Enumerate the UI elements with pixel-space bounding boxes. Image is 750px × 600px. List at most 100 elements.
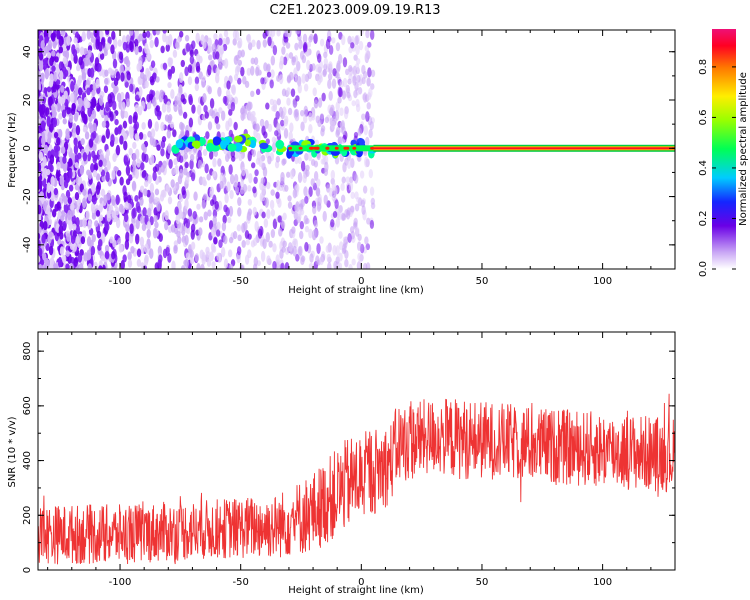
noise-cell [193, 191, 198, 201]
noise-cell [64, 98, 69, 108]
noise-cell [260, 250, 266, 262]
noise-cell [117, 39, 122, 47]
noise-cell [38, 151, 44, 161]
noise-cell [122, 120, 128, 129]
noise-cell [160, 121, 165, 132]
noise-cell [317, 97, 323, 108]
noise-cell [87, 220, 92, 231]
noise-cell [300, 160, 306, 172]
noise-cell [159, 193, 165, 202]
noise-cell [135, 233, 140, 245]
noise-cell [95, 209, 101, 217]
noise-cell [347, 35, 352, 45]
noise-cell [123, 110, 129, 119]
noise-cell [101, 120, 107, 128]
noise-cell [319, 113, 325, 120]
noise-cell [216, 252, 221, 261]
spectrogram-xlabel: Height of straight line (km) [288, 285, 424, 296]
noise-cell [304, 152, 309, 161]
noise-cell [184, 161, 189, 169]
noise-cell [46, 52, 52, 59]
noise-cell [294, 42, 299, 51]
noise-cell [237, 59, 243, 66]
noise-cell [104, 251, 109, 259]
noise-cell [74, 192, 80, 201]
snr-ytick-label: 400 [22, 451, 33, 470]
noise-cell [63, 202, 69, 213]
noise-cell [173, 103, 178, 113]
noise-cell [76, 198, 82, 207]
noise-cell [93, 30, 98, 38]
noise-cell [150, 128, 156, 138]
noise-cell [56, 161, 61, 171]
noise-cell [233, 121, 238, 131]
noise-cell [327, 79, 332, 90]
line-peak [298, 146, 303, 150]
noise-cell [207, 86, 212, 95]
noise-cell [331, 195, 337, 202]
noise-cell [238, 153, 243, 162]
noise-cell [128, 125, 134, 136]
noise-cell [245, 34, 251, 42]
noise-cell [362, 185, 368, 194]
noise-cell [176, 92, 181, 101]
noise-cell [329, 106, 334, 117]
noise-cell [147, 174, 152, 184]
noise-cell [97, 239, 103, 247]
noise-cell [63, 90, 68, 99]
noise-cell [349, 226, 355, 234]
noise-cell [123, 140, 128, 151]
noise-cell [274, 130, 279, 137]
noise-cell [100, 188, 106, 197]
noise-cell [68, 113, 74, 123]
noise-cell [53, 263, 59, 269]
noise-cell [152, 171, 157, 182]
noise-cell [75, 125, 81, 136]
noise-cell [60, 30, 66, 36]
noise-cell [239, 265, 244, 269]
noise-cell [66, 233, 71, 242]
noise-cell [328, 61, 333, 69]
noise-cell [207, 121, 213, 131]
noise-cell [344, 258, 349, 268]
noise-cell [156, 144, 161, 151]
noise-cell [317, 53, 322, 63]
noise-cell [368, 128, 373, 139]
noise-cell [197, 159, 203, 169]
noise-cell [285, 42, 291, 49]
noise-cell [230, 101, 236, 112]
noise-cell [47, 39, 53, 51]
noise-cell [291, 226, 296, 234]
line-peak [325, 146, 330, 150]
noise-cell [191, 104, 196, 114]
noise-cell [164, 210, 169, 221]
noise-cell [362, 71, 368, 79]
noise-cell [272, 260, 277, 269]
noise-cell [141, 143, 146, 151]
noise-cell [338, 252, 343, 262]
noise-cell [357, 252, 362, 262]
noise-cell [73, 112, 79, 122]
noise-cell [304, 241, 309, 252]
noise-cell [53, 187, 59, 196]
noise-cell [51, 106, 56, 115]
noise-cell [94, 220, 99, 228]
noise-cell [146, 103, 152, 110]
noise-cell [288, 131, 293, 142]
noise-cell [66, 35, 71, 46]
noise-cell [127, 259, 133, 268]
noise-cell [123, 191, 128, 203]
noise-cell [227, 216, 232, 224]
noise-cell [327, 262, 332, 269]
noise-cell [331, 78, 337, 89]
noise-cell [212, 215, 217, 226]
noise-cell [174, 41, 180, 49]
noise-cell [212, 209, 218, 218]
noise-cell [195, 65, 201, 73]
noise-cell [198, 227, 203, 236]
noise-cell [40, 120, 46, 129]
noise-cell [370, 197, 376, 205]
noise-cell [38, 255, 41, 263]
noise-cell [86, 30, 92, 40]
noise-cell [369, 219, 375, 229]
